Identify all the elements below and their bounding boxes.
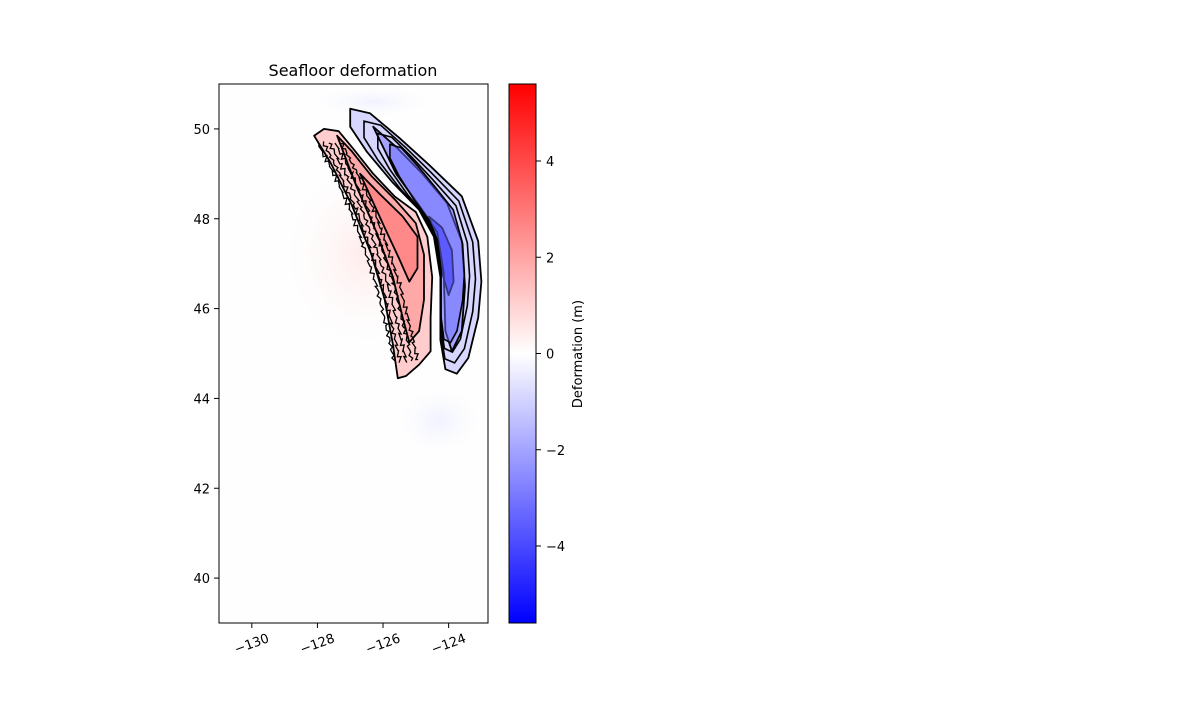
contour-line bbox=[313, 128, 434, 380]
subsidence-halo-north bbox=[303, 84, 444, 120]
contour-line-trench bbox=[328, 142, 408, 363]
y-tick-label: 42 bbox=[193, 482, 210, 497]
y-tick-label: 46 bbox=[193, 303, 210, 318]
plot-frame bbox=[218, 83, 489, 624]
y-tick-label: 40 bbox=[193, 572, 210, 587]
x-tick-label: −130 bbox=[233, 631, 272, 657]
colorbar-axis: −4 −2 0 2 4 bbox=[536, 155, 565, 555]
deformation-field bbox=[271, 84, 488, 461]
colorbar-tick-label: 4 bbox=[546, 155, 554, 170]
colorbar-tick-label: −4 bbox=[546, 540, 565, 555]
contour-line-trench bbox=[322, 141, 403, 363]
contour-line bbox=[349, 107, 483, 375]
colorbar-tick-label: 0 bbox=[546, 348, 554, 363]
x-tick-label: −128 bbox=[298, 631, 337, 657]
x-axis: −130 −128 −126 −124 bbox=[233, 623, 468, 658]
uplift-inner-fill bbox=[360, 173, 418, 282]
contour-line bbox=[359, 172, 419, 283]
colorbar-label: Deformation (m) bbox=[571, 300, 586, 408]
contour-line-trench bbox=[334, 142, 414, 362]
contour-line bbox=[363, 120, 477, 364]
contour-line-trench bbox=[340, 142, 420, 361]
y-tick-label: 44 bbox=[193, 392, 210, 407]
subsidence-halo bbox=[388, 380, 488, 461]
chart-title: Seafloor deformation bbox=[269, 61, 438, 80]
contour-line bbox=[377, 132, 471, 354]
contour-line bbox=[389, 143, 466, 344]
colorbar-tick-label: −2 bbox=[546, 444, 565, 459]
x-tick-label: −124 bbox=[429, 631, 468, 657]
y-axis: 40 42 44 46 48 50 bbox=[193, 123, 219, 587]
contour-line-trench bbox=[316, 140, 396, 362]
y-tick-label: 50 bbox=[193, 123, 210, 138]
y-tick-label: 48 bbox=[193, 213, 210, 228]
x-tick-label: −126 bbox=[364, 631, 403, 657]
colorbar-tick-label: 2 bbox=[546, 251, 554, 266]
colorbar bbox=[508, 83, 537, 624]
